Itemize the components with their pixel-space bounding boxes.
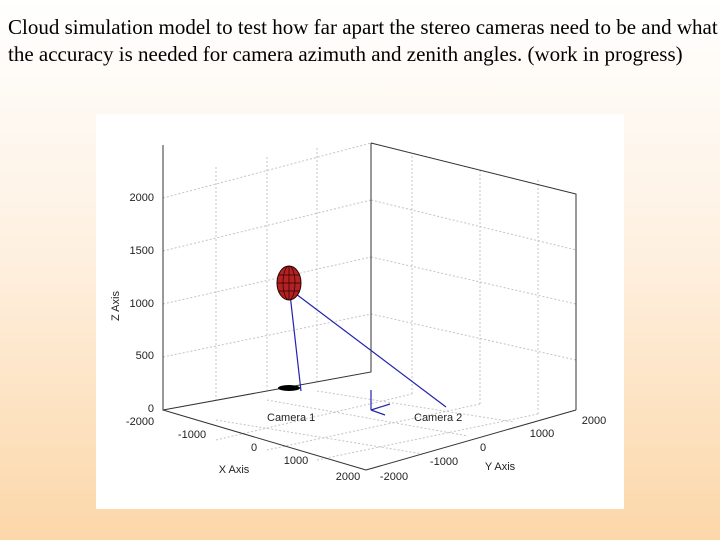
z-tick-label: 1000 [130, 298, 154, 310]
camera-2-label: Camera 2 [414, 412, 462, 424]
caption: Cloud simulation model to test how far a… [8, 15, 718, 66]
plot-3d: 2000 1500 1000 500 0 Z Axis -2000 -1000 … [110, 142, 606, 483]
ray-camera-1 [289, 293, 302, 392]
z-tick-label: 500 [136, 350, 154, 362]
x-tick-labels: -2000 -1000 0 1000 2000 [126, 416, 360, 483]
y-tick-label: 1000 [530, 428, 554, 440]
x-axis-label: X Axis [219, 464, 250, 476]
cloud-ellipsoid [276, 265, 302, 301]
y-tick-label: -2000 [380, 471, 408, 483]
z-tick-labels: 2000 1500 1000 500 0 [130, 192, 154, 415]
ray-camera-2 [295, 293, 447, 408]
y-tick-labels: -2000 -1000 0 1000 2000 [380, 415, 606, 483]
x-tick-label: -2000 [126, 416, 154, 428]
cloud-shadow [278, 385, 300, 391]
camera-1-label: Camera 1 [267, 412, 315, 424]
axes-box [162, 142, 577, 471]
grid-lines [162, 142, 577, 461]
x-tick-label: 1000 [284, 455, 308, 467]
z-axis-label: Z Axis [110, 291, 122, 321]
y-tick-label: -1000 [430, 456, 458, 468]
y-tick-label: 0 [480, 442, 486, 454]
x-tick-label: -1000 [178, 429, 206, 441]
camera-rays [289, 293, 447, 408]
z-tick-label: 0 [148, 403, 154, 415]
z-tick-label: 1500 [130, 245, 154, 257]
figure-panel: 2000 1500 1000 500 0 Z Axis -2000 -1000 … [96, 114, 624, 509]
z-tick-label: 2000 [130, 192, 154, 204]
x-tick-label: 0 [251, 442, 257, 454]
camera-2-triad [370, 390, 391, 416]
x-tick-label: 2000 [336, 471, 360, 483]
y-axis-label: Y Axis [485, 461, 516, 473]
y-tick-label: 2000 [582, 415, 606, 427]
